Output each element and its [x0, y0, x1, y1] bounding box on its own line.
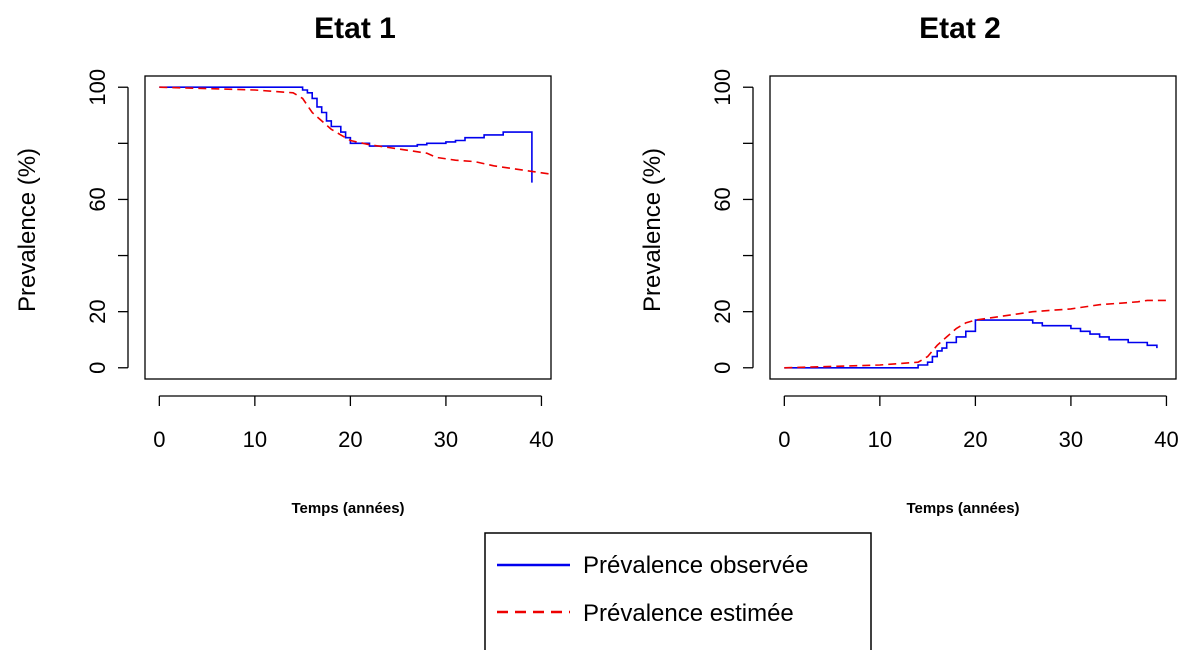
- plot-frame: [144, 75, 552, 380]
- series-line-estimated: [159, 86, 551, 175]
- series-line-estimated: [784, 299, 1167, 369]
- x-tick-label: 30: [434, 427, 458, 452]
- y-tick-label: 20: [85, 299, 110, 323]
- x-tick-label: 30: [1059, 427, 1083, 452]
- chart-title: Etat 2: [919, 12, 1001, 45]
- chart-panel-etat-2: Etat 2 Prevalence (%) Temps (années) 0 20…: [639, 12, 1179, 517]
- x-tick-label: 40: [1154, 427, 1178, 452]
- y-tick-label: 0: [85, 362, 110, 374]
- chart-panel-etat-1: Etat 1 Prevalence (%) Temps (années) 0 20…: [14, 12, 554, 517]
- y-tick-label: 100: [85, 69, 110, 106]
- chart-legend: Prévalence observée Prévalence estimée: [484, 532, 872, 650]
- x-axis-label: Temps (années): [906, 500, 1019, 517]
- legend-label-observed: Prévalence observée: [583, 552, 808, 579]
- plot-frame: [769, 75, 1177, 380]
- series-line-observed: [159, 86, 533, 183]
- x-tick-label: 10: [868, 427, 892, 452]
- x-tick-label: 0: [778, 427, 790, 452]
- x-tick-label: 10: [243, 427, 267, 452]
- x-tick-label: 20: [963, 427, 987, 452]
- legend-label-estimated: Prévalence estimée: [583, 600, 794, 627]
- series-line-observed: [784, 319, 1158, 369]
- y-tick-label: 100: [710, 69, 735, 106]
- x-tick-label: 20: [338, 427, 362, 452]
- y-axis-label: Prevalence (%): [639, 148, 666, 312]
- y-axis-label: Prevalence (%): [14, 148, 41, 312]
- legend-box: [484, 532, 872, 650]
- y-tick-label: 60: [710, 187, 735, 211]
- y-tick-label: 60: [85, 187, 110, 211]
- y-tick-label: 20: [710, 299, 735, 323]
- chart-title: Etat 1: [314, 12, 396, 45]
- y-tick-label: 0: [710, 362, 735, 374]
- x-axis-label: Temps (années): [291, 500, 404, 517]
- x-tick-label: 0: [153, 427, 165, 452]
- x-tick-label: 40: [529, 427, 553, 452]
